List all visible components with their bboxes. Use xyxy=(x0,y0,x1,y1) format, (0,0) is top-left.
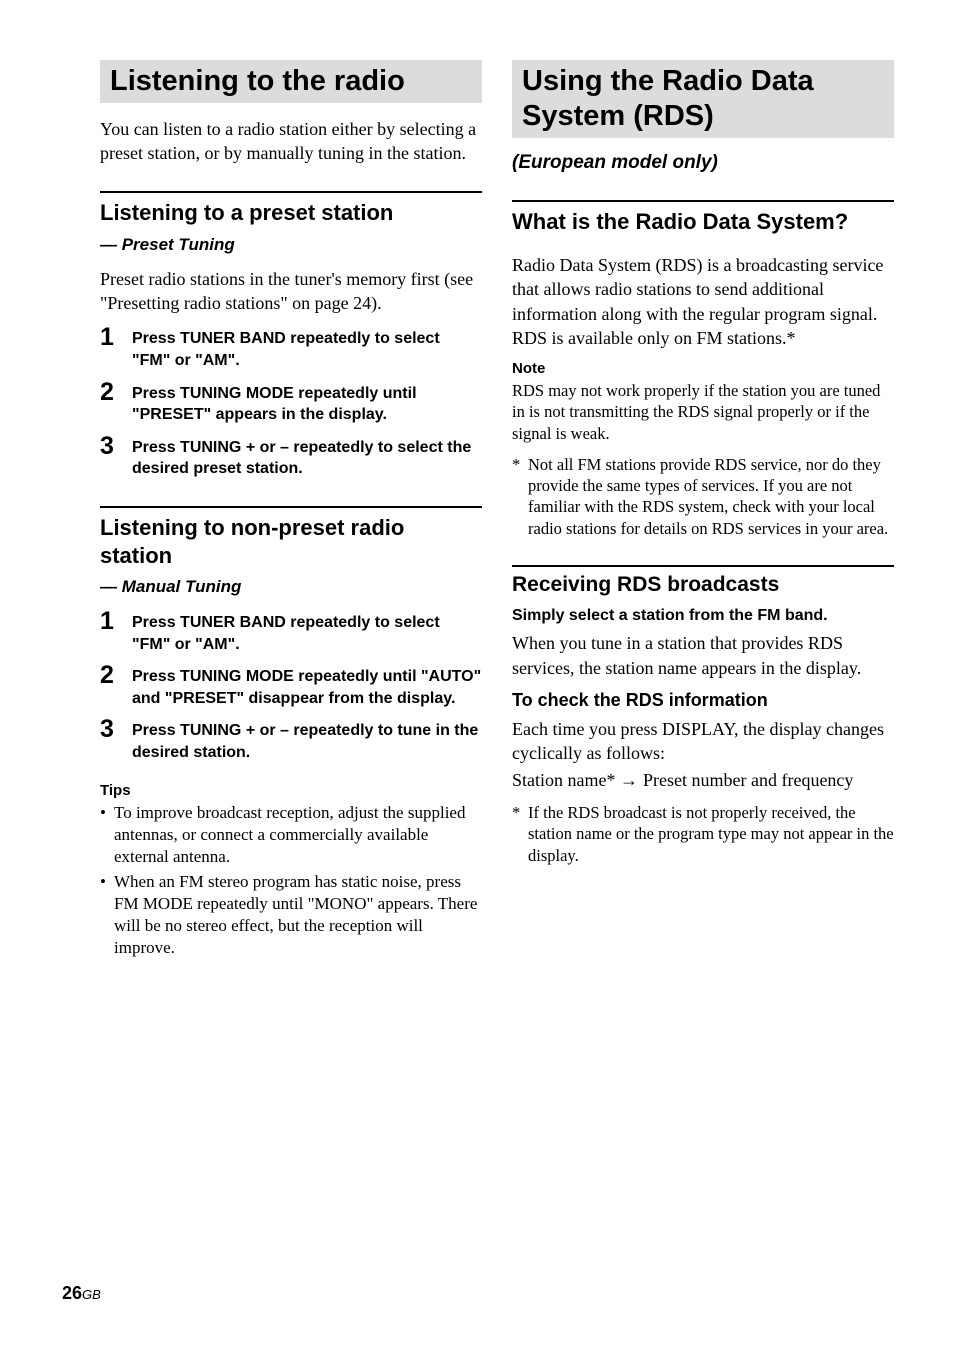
nonpreset-heading: Listening to non-preset radio station xyxy=(100,514,482,569)
divider xyxy=(100,191,482,193)
sequence-b: Preset number and frequency xyxy=(643,770,853,790)
left-column: Listening to the radio You can listen to… xyxy=(100,60,482,962)
footnote-text: If the RDS broadcast is not properly rec… xyxy=(528,802,894,866)
step-text: Press TUNER BAND repeatedly to select "F… xyxy=(132,325,482,371)
sequence: Station name* → Preset number and freque… xyxy=(512,768,894,792)
recv-heading: Receiving RDS broadcasts xyxy=(512,573,894,597)
step-text: Press TUNING + or – repeatedly to tune i… xyxy=(132,717,482,763)
page-number-value: 26 xyxy=(62,1283,82,1303)
bullet-icon: • xyxy=(100,871,114,959)
page-number: 26GB xyxy=(62,1283,101,1304)
note-text: RDS may not work properly if the station… xyxy=(512,380,894,443)
check-heading: To check the RDS information xyxy=(512,690,894,711)
step-text: Press TUNING MODE repeatedly until "AUTO… xyxy=(132,663,482,709)
tip-item: • When an FM stereo program has static n… xyxy=(100,871,482,959)
arrow-icon: → xyxy=(620,770,643,790)
step-number: 2 xyxy=(100,663,132,688)
preset-step: 3 Press TUNING + or – repeatedly to sele… xyxy=(100,434,482,480)
what-body: Radio Data System (RDS) is a broadcastin… xyxy=(512,253,894,350)
step-number: 1 xyxy=(100,325,132,350)
step-text: Press TUNING + or – repeatedly to select… xyxy=(132,434,482,480)
footnote-mark: * xyxy=(512,454,528,540)
step-number: 3 xyxy=(100,717,132,742)
footnote: * If the RDS broadcast is not properly r… xyxy=(512,802,894,866)
recv-bold: Simply select a station from the FM band… xyxy=(512,607,894,625)
step-text: Press TUNING MODE repeatedly until "PRES… xyxy=(132,380,482,426)
bullet-icon: • xyxy=(100,802,114,868)
page-region: GB xyxy=(82,1287,101,1302)
sequence-a: Station name* xyxy=(512,770,615,790)
subtitle: (European model only) xyxy=(512,152,894,174)
tip-item: • To improve broadcast reception, adjust… xyxy=(100,802,482,868)
preset-heading: Listening to a preset station xyxy=(100,199,482,227)
step-number: 1 xyxy=(100,609,132,634)
preset-step: 1 Press TUNER BAND repeatedly to select … xyxy=(100,325,482,371)
what-heading: What is the Radio Data System? xyxy=(512,208,894,236)
section-title-left: Listening to the radio xyxy=(100,60,482,103)
tip-text: To improve broadcast reception, adjust t… xyxy=(114,802,482,868)
section-title-right: Using the Radio Data System (RDS) xyxy=(512,60,894,138)
preset-subhead: — Preset Tuning xyxy=(100,235,482,255)
tip-text: When an FM stereo program has static noi… xyxy=(114,871,482,959)
footnote-text: Not all FM stations provide RDS service,… xyxy=(528,454,894,540)
footnote-mark: * xyxy=(512,802,528,866)
footnote: * Not all FM stations provide RDS servic… xyxy=(512,454,894,540)
right-column: Using the Radio Data System (RDS) (Europ… xyxy=(512,60,894,962)
recv-body: When you tune in a station that provides… xyxy=(512,631,894,680)
divider xyxy=(512,565,894,567)
check-body: Each time you press DISPLAY, the display… xyxy=(512,717,894,766)
step-number: 2 xyxy=(100,380,132,405)
note-label: Note xyxy=(512,360,894,377)
nonpreset-step: 2 Press TUNING MODE repeatedly until "AU… xyxy=(100,663,482,709)
preset-step: 2 Press TUNING MODE repeatedly until "PR… xyxy=(100,380,482,426)
nonpreset-step: 1 Press TUNER BAND repeatedly to select … xyxy=(100,609,482,655)
nonpreset-step: 3 Press TUNING + or – repeatedly to tune… xyxy=(100,717,482,763)
step-number: 3 xyxy=(100,434,132,459)
nonpreset-subhead: — Manual Tuning xyxy=(100,577,482,597)
divider xyxy=(512,200,894,202)
preset-body: Preset radio stations in the tuner's mem… xyxy=(100,267,482,316)
step-text: Press TUNER BAND repeatedly to select "F… xyxy=(132,609,482,655)
divider xyxy=(100,506,482,508)
intro-text: You can listen to a radio station either… xyxy=(100,117,482,166)
tips-label: Tips xyxy=(100,782,482,799)
